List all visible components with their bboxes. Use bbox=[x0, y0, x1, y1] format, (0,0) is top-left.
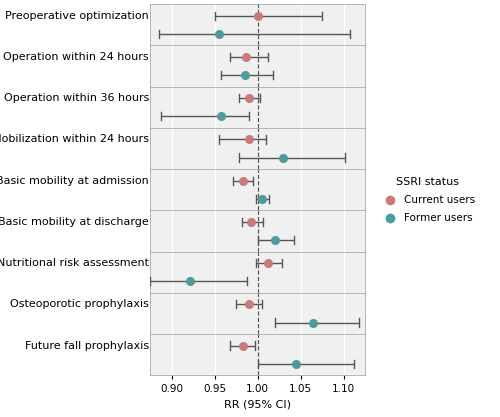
Legend: Current users, Former users: Current users, Former users bbox=[375, 173, 480, 228]
Text: Nutritional risk assessment: Nutritional risk assessment bbox=[0, 258, 149, 268]
X-axis label: RR (95% CI): RR (95% CI) bbox=[224, 400, 291, 410]
Text: Preoperative optimization: Preoperative optimization bbox=[5, 11, 149, 21]
Text: Future fall prophylaxis: Future fall prophylaxis bbox=[25, 341, 149, 351]
Text: Operation within 36 hours: Operation within 36 hours bbox=[4, 93, 149, 103]
Text: Basic mobility at admission: Basic mobility at admission bbox=[0, 176, 149, 186]
Text: Osteoporotic prophylaxis: Osteoporotic prophylaxis bbox=[10, 299, 149, 309]
Text: Operation within 24 hours: Operation within 24 hours bbox=[4, 52, 149, 62]
Text: Mobilization within 24 hours: Mobilization within 24 hours bbox=[0, 134, 149, 144]
Text: Basic mobility at discharge: Basic mobility at discharge bbox=[0, 217, 149, 227]
